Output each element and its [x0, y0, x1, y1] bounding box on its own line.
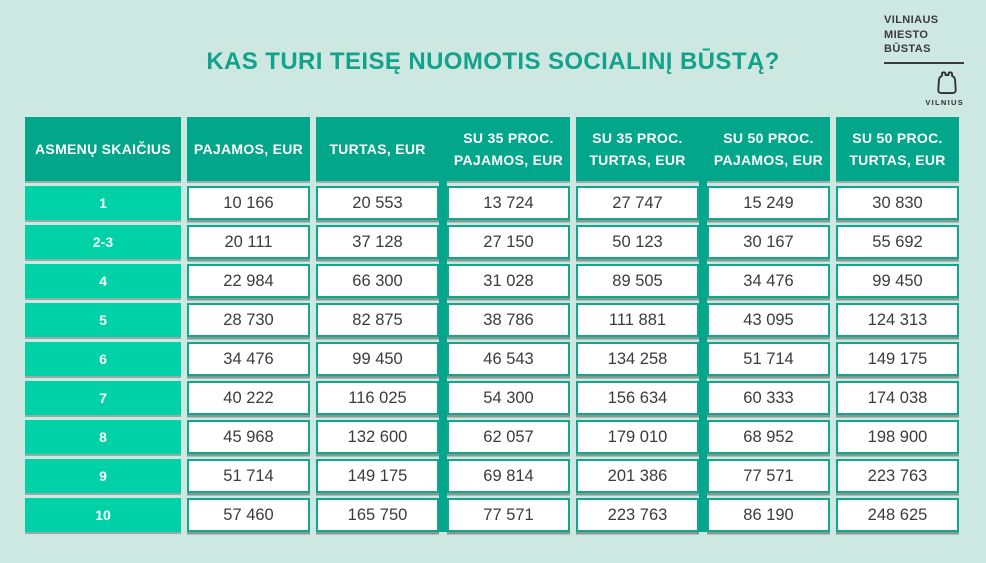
row-label: 9 — [25, 459, 181, 493]
page-title: KAS TURI TEISĘ NUOMOTIS SOCIALINĮ BŪSTĄ? — [206, 48, 780, 75]
value-cell: 28 730 — [187, 303, 310, 337]
column-header-su50-pajamos: SU 50 PROC. PAJAMOS, EUR — [707, 117, 830, 181]
value-cell: 174 038 — [836, 381, 959, 415]
value-cell: 20 553 — [316, 186, 439, 220]
vilnius-tower-icon — [936, 71, 964, 95]
table-row: 8 45 968 132 600 62 057 179 010 68 952 1… — [25, 420, 959, 454]
value-cell: 248 625 — [836, 498, 959, 532]
value-cell: 15 249 — [707, 186, 830, 220]
value-cell: 51 714 — [187, 459, 310, 493]
row-label: 10 — [25, 498, 181, 532]
row-label: 2-3 — [25, 225, 181, 259]
column-header-su50-turtas: SU 50 PROC. TURTAS, EUR — [836, 117, 959, 181]
value-cell: 116 025 — [316, 381, 439, 415]
table-row: 5 28 730 82 875 38 786 111 881 43 095 12… — [25, 303, 959, 337]
value-cell: 111 881 — [576, 303, 699, 337]
value-cell: 40 222 — [187, 381, 310, 415]
table-row: 7 40 222 116 025 54 300 156 634 60 333 1… — [25, 381, 959, 415]
value-cell: 77 571 — [447, 498, 570, 532]
value-cell: 20 111 — [187, 225, 310, 259]
value-cell: 82 875 — [316, 303, 439, 337]
table-row: 9 51 714 149 175 69 814 201 386 77 571 2… — [25, 459, 959, 493]
value-cell: 37 128 — [316, 225, 439, 259]
value-cell: 60 333 — [707, 381, 830, 415]
value-cell: 55 692 — [836, 225, 959, 259]
value-cell: 38 786 — [447, 303, 570, 337]
group-divider — [439, 117, 447, 532]
value-cell: 201 386 — [576, 459, 699, 493]
value-cell: 34 476 — [707, 264, 830, 298]
value-cell: 134 258 — [576, 342, 699, 376]
value-cell: 54 300 — [447, 381, 570, 415]
value-cell: 124 313 — [836, 303, 959, 337]
row-label: 8 — [25, 420, 181, 454]
value-cell: 57 460 — [187, 498, 310, 532]
value-cell: 51 714 — [707, 342, 830, 376]
value-cell: 27 150 — [447, 225, 570, 259]
value-cell: 77 571 — [707, 459, 830, 493]
column-header-turtas: TURTAS, EUR — [316, 117, 439, 181]
value-cell: 43 095 — [707, 303, 830, 337]
value-cell: 30 167 — [707, 225, 830, 259]
table-row: 10 57 460 165 750 77 571 223 763 86 190 … — [25, 498, 959, 532]
row-label: 5 — [25, 303, 181, 337]
value-cell: 30 830 — [836, 186, 959, 220]
value-cell: 46 543 — [447, 342, 570, 376]
group-divider — [699, 117, 707, 532]
value-cell: 179 010 — [576, 420, 699, 454]
value-cell: 62 057 — [447, 420, 570, 454]
column-header-asmenu-skaicius: ASMENŲ SKAIČIUS — [25, 117, 181, 181]
table-row: 4 22 984 66 300 31 028 89 505 34 476 99 … — [25, 264, 959, 298]
value-cell: 149 175 — [836, 342, 959, 376]
value-cell: 45 968 — [187, 420, 310, 454]
value-cell: 10 166 — [187, 186, 310, 220]
value-cell: 198 900 — [836, 420, 959, 454]
table-row: 6 34 476 99 450 46 543 134 258 51 714 14… — [25, 342, 959, 376]
value-cell: 68 952 — [707, 420, 830, 454]
value-cell: 223 763 — [576, 498, 699, 532]
table-header-row: ASMENŲ SKAIČIUS PAJAMOS, EUR TURTAS, EUR… — [25, 117, 959, 181]
value-cell: 132 600 — [316, 420, 439, 454]
table-row: 2-3 20 111 37 128 27 150 50 123 30 167 5… — [25, 225, 959, 259]
value-cell: 223 763 — [836, 459, 959, 493]
column-header-su35-pajamos: SU 35 PROC. PAJAMOS, EUR — [447, 117, 570, 181]
value-cell: 50 123 — [576, 225, 699, 259]
row-label: 4 — [25, 264, 181, 298]
value-cell: 69 814 — [447, 459, 570, 493]
column-header-su35-turtas: SU 35 PROC. TURTAS, EUR — [576, 117, 699, 181]
value-cell: 99 450 — [836, 264, 959, 298]
value-cell: 149 175 — [316, 459, 439, 493]
value-cell: 22 984 — [187, 264, 310, 298]
row-label: 1 — [25, 186, 181, 220]
table-row: 1 10 166 20 553 13 724 27 747 15 249 30 … — [25, 186, 959, 220]
value-cell: 31 028 — [447, 264, 570, 298]
vilnius-logo-label: VILNIUS — [925, 97, 964, 107]
row-label: 6 — [25, 342, 181, 376]
brand-divider — [884, 61, 964, 64]
eligibility-table: ASMENŲ SKAIČIUS PAJAMOS, EUR TURTAS, EUR… — [25, 117, 959, 532]
value-cell: 156 634 — [576, 381, 699, 415]
value-cell: 165 750 — [316, 498, 439, 532]
value-cell: 89 505 — [576, 264, 699, 298]
value-cell: 34 476 — [187, 342, 310, 376]
column-header-pajamos: PAJAMOS, EUR — [187, 117, 310, 181]
value-cell: 66 300 — [316, 264, 439, 298]
brand-vilniaus-miesto-bustas: VILNIAUS MIESTO BŪSTAS VILNIUS — [884, 13, 964, 107]
value-cell: 99 450 — [316, 342, 439, 376]
value-cell: 13 724 — [447, 186, 570, 220]
value-cell: 86 190 — [707, 498, 830, 532]
vilnius-logo: VILNIUS — [884, 71, 964, 107]
brand-name: VILNIAUS MIESTO BŪSTAS — [884, 14, 939, 56]
row-label: 7 — [25, 381, 181, 415]
value-cell: 27 747 — [576, 186, 699, 220]
